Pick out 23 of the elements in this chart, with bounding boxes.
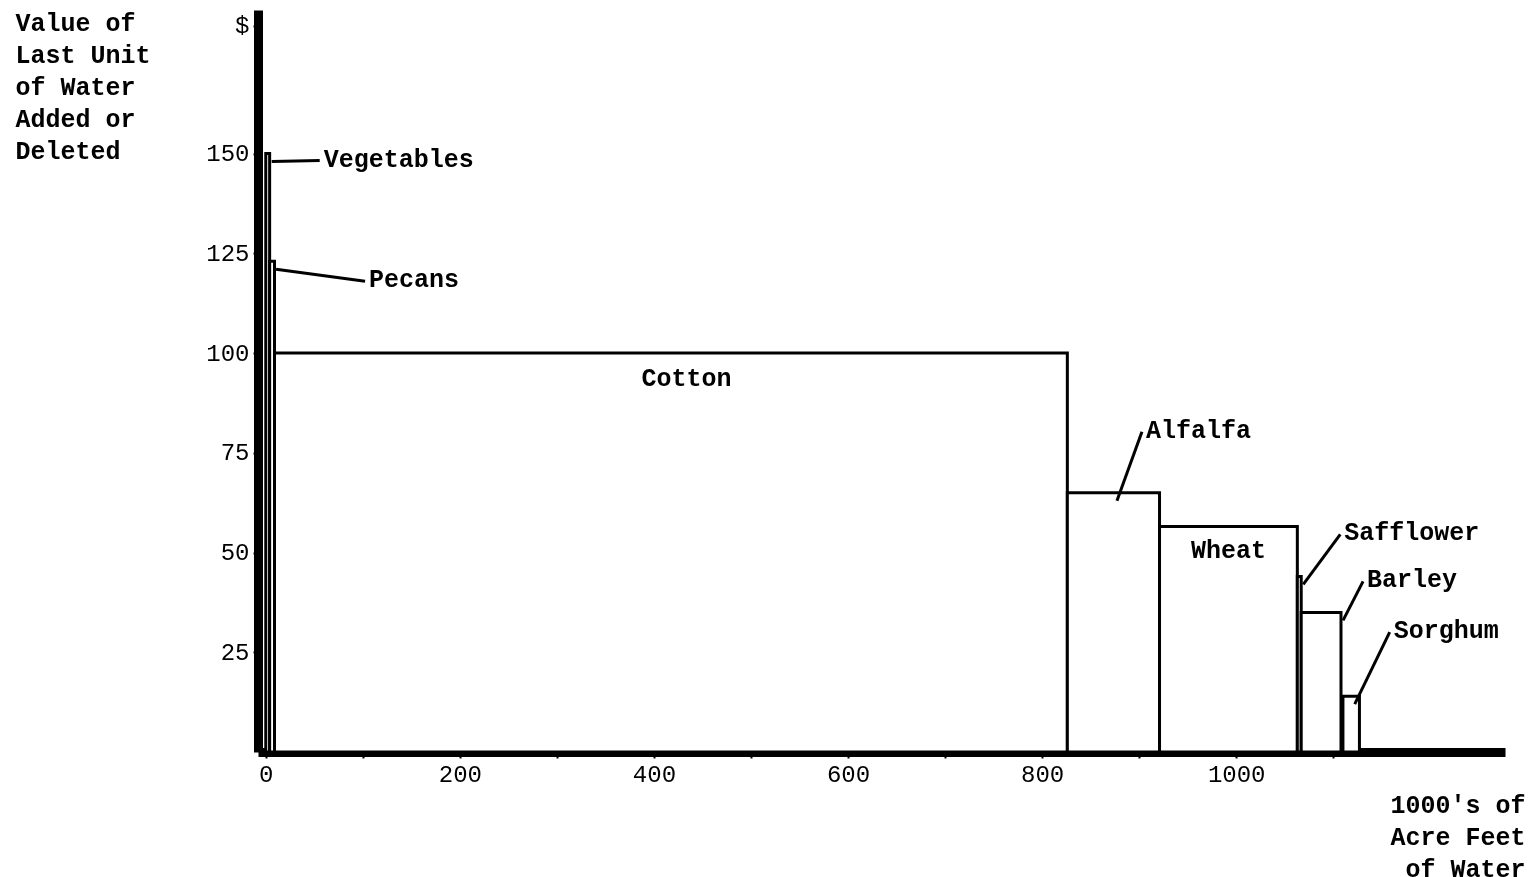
annotation: Safflower bbox=[1344, 519, 1480, 549]
x-axis-title: 1000's of Acre Feet of Water bbox=[1390, 791, 1526, 877]
y-tick-label: 150 bbox=[206, 141, 250, 169]
y-tick-label: $ bbox=[235, 13, 250, 41]
x-tick-label: 600 bbox=[826, 761, 871, 789]
x-tick-label: 0 bbox=[259, 761, 274, 789]
annotation: Cotton bbox=[641, 365, 732, 395]
y-tick-label: 100 bbox=[206, 340, 250, 368]
x-tick-label: 200 bbox=[438, 761, 482, 789]
x-tick-label: 1000 bbox=[1207, 761, 1266, 789]
annotation: Barley bbox=[1367, 566, 1458, 596]
x-tick-label: 400 bbox=[632, 761, 677, 789]
annotation: Wheat bbox=[1190, 536, 1266, 566]
y-tick-label: 75 bbox=[220, 440, 250, 468]
y-tick-label: 125 bbox=[206, 240, 250, 268]
x-tick-label: 800 bbox=[1021, 761, 1065, 789]
annotation: Sorghum bbox=[1393, 617, 1499, 647]
y-axis-title: Value of Last Unit of Water Added or Deleted bbox=[15, 9, 151, 167]
y-tick-label: 50 bbox=[220, 540, 250, 568]
annotation: Alfalfa bbox=[1145, 416, 1251, 446]
y-tick-label: 25 bbox=[220, 639, 250, 667]
annotation: Pecans bbox=[369, 266, 460, 296]
annotation: Vegetables bbox=[323, 145, 474, 175]
